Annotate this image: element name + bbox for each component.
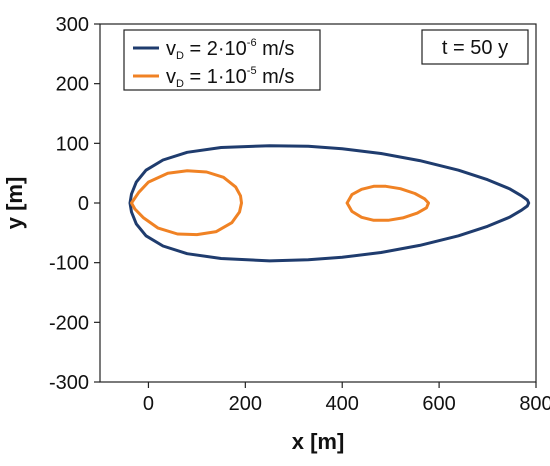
legend-items: vD = 2·10-6 m/s vD = 1·10-5 m/s <box>133 37 294 90</box>
series-line-0 <box>128 144 531 263</box>
y-tick-label: 300 <box>56 14 89 36</box>
time-annotation-box <box>421 29 529 65</box>
series-line-2 <box>345 184 430 222</box>
x-axis-label: x [m] <box>292 429 345 454</box>
x-tick-label: 600 <box>422 393 455 415</box>
time-annotation: t = 50 y <box>421 29 529 65</box>
legend-box <box>123 29 321 91</box>
y-tick-label: 100 <box>56 133 89 155</box>
y-axis-label: y [m] <box>2 177 27 230</box>
y-tick-label: 0 <box>78 193 89 215</box>
y-tick-label: -200 <box>49 312 89 334</box>
legend: vD = 2·10-6 m/s vD = 1·10-5 m/s <box>123 29 321 91</box>
x-tick-label: 200 <box>229 393 262 415</box>
x-tick-label: 800 <box>519 393 550 415</box>
y-tick-label: -300 <box>49 372 89 394</box>
legend-label-1: vD = 1·10-5 m/s <box>166 65 294 90</box>
axes: 0 200 400 600 800 300 200 100 0 -100 -200 -300 <box>49 14 550 415</box>
x-tick-label: 400 <box>326 393 359 415</box>
x-tick-label: 0 <box>143 393 154 415</box>
y-tick-label: -100 <box>49 253 89 275</box>
time-annotation-text: t = 50 y <box>442 37 508 59</box>
y-tick-label: 200 <box>56 74 89 96</box>
legend-label-0: vD = 2·10-6 m/s <box>166 37 294 62</box>
series-layer <box>128 144 531 263</box>
series-line-1 <box>130 169 243 237</box>
